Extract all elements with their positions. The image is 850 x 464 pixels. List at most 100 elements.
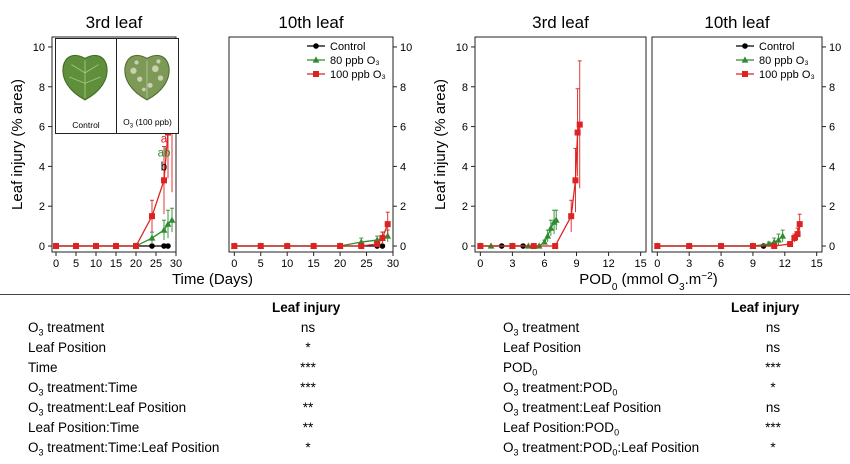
subplot-title: 3rd leaf [86,13,143,32]
stats-table-right-header: Leaf injury [731,300,800,315]
x-tick-label: 0 [654,258,660,270]
data-point [686,243,693,250]
data-point [160,226,168,233]
data-point [576,121,583,128]
x-tick-label: 20 [130,258,142,270]
data-point [148,234,156,241]
table-row: O3 treatment:Time *** [28,380,408,400]
legend-marker [742,71,748,77]
y-tick-label: 6 [829,122,835,134]
table-row: Time *** [28,360,408,380]
series-line [56,219,173,247]
data-point [133,243,139,250]
x-axis-label: Time (Days) [172,271,253,288]
data-point [794,231,801,238]
y-tick-label: 10 [400,42,412,54]
x-tick-label: 6 [718,258,724,270]
row-significance: ** [302,420,314,435]
inset-caption-ozone: O3 (100 ppb) [123,117,172,130]
stats-table-left: Leaf injury O3 treatment ns Leaf Positio… [28,300,408,460]
row-significance: *** [765,360,781,375]
data-point [477,243,484,250]
legend-label: 80 ppb O₃ [759,55,809,67]
data-point [310,243,317,250]
legend: Control 80 ppb O₃ 100 ppb O₃ [307,41,386,81]
x-tick-label: 3 [686,258,692,270]
y-tick-label: 4 [400,161,406,173]
healthy-leaf-icon [62,54,108,101]
x-tick-label: 12 [602,258,614,270]
data-point [164,220,172,227]
x-tick-label: 9 [573,258,579,270]
y-tick-label: 10 [829,42,841,54]
row-label: Leaf Position:Time [28,420,140,435]
data-point [775,236,782,243]
y-tick-label: 6 [39,122,45,134]
table-row: POD0 *** [503,360,833,380]
y-tick-label: 0 [39,241,45,253]
y-axis-label: Leaf injury (% area) [432,79,449,210]
ozone-leaf-photo: O3 (100 ppb) [116,38,179,134]
significance-letter: a [161,133,168,145]
x-tick-label: 6 [541,258,547,270]
row-significance: * [305,440,311,455]
row-label: O3 treatment [28,320,105,338]
data-point [149,213,155,220]
legend-marker [741,56,749,63]
x-tick-label: 12 [779,258,791,270]
row-significance: ns [765,400,781,415]
row-label: O3 treatment [503,320,580,338]
y-tick-label: 2 [829,201,835,213]
data-point [547,224,555,231]
row-label: O3 treatment:Time [28,380,138,398]
significance-letter: ab [158,147,171,159]
pod-subplot-0: 3rd leaf 0 3 6 9 12 15 0 2 4 6 8 10 [456,13,647,270]
y-tick-label: 8 [39,82,45,94]
data-point [654,243,661,250]
y-tick-label: 4 [39,161,45,173]
x-tick-label: 25 [150,258,162,270]
row-label: O3 treatment:Leaf Position [503,400,662,418]
data-point [787,241,794,248]
x-tick-label: 3 [509,258,515,270]
data-point [771,243,778,250]
inset-caption-control: Control [72,120,100,130]
table-row: Leaf Position * [28,340,408,360]
data-point [796,221,803,228]
data-point [257,243,264,250]
data-point [149,243,155,249]
row-label: Time [28,360,58,375]
y-tick-label: 10 [456,42,468,54]
data-point [337,243,344,250]
damaged-leaf-icon [124,54,170,101]
plot-frame [228,36,394,253]
control-leaf-photo: Control [55,38,117,134]
series-80-ppb-o3 [52,207,176,249]
legend-marker [312,56,320,63]
y-tick-label: 0 [400,241,406,253]
legend: Control 80 ppb O₃ 100 ppb O₃ [736,41,815,81]
data-point [384,221,391,228]
y-tick-label: 0 [829,241,835,253]
row-label: Leaf Position:POD0 [503,420,620,438]
x-tick-label: 5 [73,258,79,270]
row-label: Leaf Position [503,340,582,355]
row-significance: ** [302,400,314,415]
data-point [73,243,79,250]
series-line [234,223,389,247]
series-80-ppb-o3 [476,209,560,249]
x-tick-label: 9 [750,258,756,270]
data-point [530,243,537,250]
data-point [509,243,516,250]
data-point [358,243,365,250]
stats-table-right: Leaf injury O3 treatment ns Leaf Positio… [503,300,833,460]
data-point [765,240,773,247]
data-point [541,238,548,245]
plot-frame [651,36,823,253]
data-point [552,216,560,223]
data-point [168,216,176,223]
series-100-ppb-o3 [231,211,391,250]
table-row: O3 treatment:Leaf Position ** [28,400,408,420]
table-row: Leaf Position:POD0 *** [503,420,833,440]
